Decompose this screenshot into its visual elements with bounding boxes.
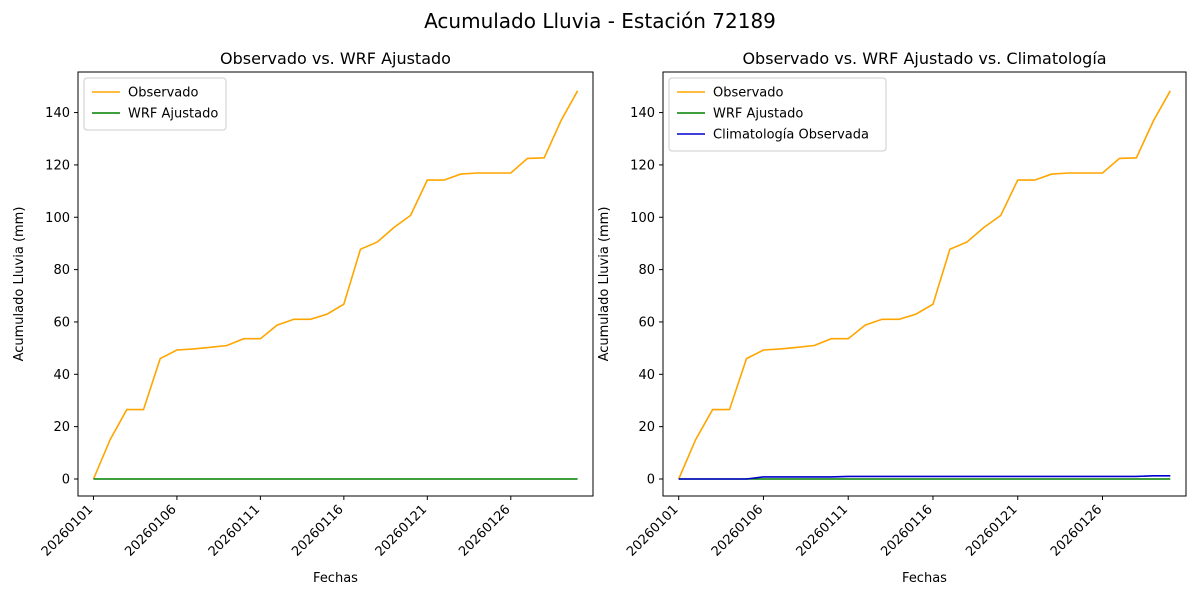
x-tick-label: 20260116 bbox=[289, 502, 346, 559]
y-tick-label: 100 bbox=[630, 211, 655, 226]
series-line-observado bbox=[92, 90, 579, 480]
y-tick-label: 0 bbox=[62, 472, 70, 487]
x-tick-label: 20260121 bbox=[373, 502, 430, 559]
y-axis-label: Acumulado Lluvia (mm) bbox=[597, 207, 612, 362]
y-tick-label: 120 bbox=[630, 158, 655, 173]
y-tick-label: 120 bbox=[45, 158, 70, 173]
y-tick-label: 60 bbox=[638, 315, 655, 330]
x-tick-label: 20260106 bbox=[122, 502, 179, 559]
y-axis-label: Acumulado Lluvia (mm) bbox=[12, 207, 27, 362]
series-line-observado bbox=[677, 90, 1171, 480]
chart-title: Observado vs. WRF Ajustado bbox=[220, 49, 451, 68]
x-tick-label: 20260126 bbox=[456, 502, 513, 559]
x-tick-label: 20260116 bbox=[878, 502, 935, 559]
legend-box bbox=[83, 77, 227, 131]
y-tick-label: 80 bbox=[638, 263, 655, 278]
y-tick-label: 20 bbox=[53, 420, 70, 435]
y-tick-label: 60 bbox=[53, 315, 70, 330]
x-axis-label: Fechas bbox=[902, 571, 947, 586]
y-tick-label: 40 bbox=[638, 368, 655, 383]
x-tick-label: 20260121 bbox=[963, 502, 1020, 559]
legend-entry: WRF Ajustado bbox=[713, 107, 803, 122]
y-tick-label: 20 bbox=[638, 420, 655, 435]
x-axis-label: Fechas bbox=[313, 571, 358, 586]
figure-suptitle: Acumulado Lluvia - Estación 72189 bbox=[424, 9, 776, 33]
y-tick-label: 0 bbox=[647, 472, 655, 487]
x-tick-label: 20260106 bbox=[709, 502, 766, 559]
y-tick-label: 80 bbox=[53, 263, 70, 278]
legend-entry: Observado bbox=[713, 86, 784, 101]
chart-title: Observado vs. WRF Ajustado vs. Climatolo… bbox=[742, 49, 1106, 68]
legend-box bbox=[668, 77, 887, 152]
x-tick-label: 20260101 bbox=[624, 502, 681, 559]
legend-entry: Observado bbox=[128, 86, 199, 101]
x-tick-label: 20260111 bbox=[794, 502, 851, 559]
x-tick-label: 20260101 bbox=[39, 502, 96, 559]
chart-panel-1: Observado vs. WRF Ajustado 0 20 40 60 80 100 12… bbox=[12, 49, 594, 586]
y-tick-label: 140 bbox=[630, 106, 655, 121]
x-tick-label: 20260111 bbox=[206, 502, 263, 559]
plot-frame bbox=[77, 71, 594, 497]
charts-group: Observado vs. WRF Ajustado 0 20 40 60 80 100 12… bbox=[12, 49, 1187, 586]
legend-entry: WRF Ajustado bbox=[128, 107, 218, 122]
y-tick-label: 140 bbox=[45, 106, 70, 121]
chart-panel-2: Observado vs. WRF Ajustado vs. Climatolo… bbox=[597, 49, 1187, 586]
y-tick-label: 40 bbox=[53, 368, 70, 383]
series-line-climatolog-a-observada bbox=[678, 474, 1171, 480]
y-tick-label: 100 bbox=[45, 211, 70, 226]
legend-entry: Climatología Observada bbox=[713, 128, 869, 143]
plot-frame bbox=[662, 71, 1187, 497]
x-tick-label: 20260126 bbox=[1048, 502, 1105, 559]
